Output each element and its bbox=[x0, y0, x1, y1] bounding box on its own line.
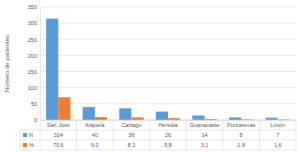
bar bbox=[95, 117, 107, 120]
chart: 0 50 100 150 200 250 300 350 Número de pacientes… bbox=[0, 0, 300, 152]
grid-line bbox=[40, 39, 296, 40]
y-tick: 250 bbox=[28, 37, 40, 43]
data-label: 3,1 bbox=[201, 142, 209, 148]
y-tick-label: 300 bbox=[28, 20, 37, 26]
table-line bbox=[40, 120, 41, 150]
x-tick: Cartago bbox=[122, 120, 142, 128]
data-label: 40 bbox=[92, 132, 98, 138]
data-table: N 314 40 36 26 14 8 7% 70,6 9,0 8,1 5,8 3,1 1,8 1,6 bbox=[20, 120, 296, 150]
y-tick: 350 bbox=[28, 4, 40, 10]
table-line bbox=[259, 120, 260, 150]
data-label: 9,0 bbox=[91, 142, 99, 148]
y-axis-title: Número de pacientes bbox=[4, 35, 10, 92]
bar bbox=[192, 115, 204, 120]
data-label: 8,1 bbox=[128, 142, 136, 148]
x-tick-label: Guanacaste bbox=[190, 122, 220, 128]
x-tick-label: Heredia bbox=[158, 122, 178, 128]
y-tick-label: 0 bbox=[34, 117, 37, 123]
x-tick: Puntarenas bbox=[227, 120, 255, 128]
x-tick: Guanacaste bbox=[190, 120, 220, 128]
table-line bbox=[113, 120, 114, 150]
x-axis-line bbox=[41, 120, 297, 121]
y-tick-label: 350 bbox=[28, 4, 37, 10]
x-tick-label: Puntarenas bbox=[227, 122, 255, 128]
data-label: 36 bbox=[128, 132, 134, 138]
grid-line bbox=[40, 103, 296, 104]
data-label: 5,8 bbox=[164, 142, 172, 148]
y-axis-line bbox=[40, 8, 41, 121]
y-tick-label: 150 bbox=[28, 69, 37, 75]
data-label: 26 bbox=[165, 132, 171, 138]
table-line bbox=[296, 120, 297, 150]
x-tick-label: Cartago bbox=[122, 122, 142, 128]
data-label: 314 bbox=[54, 132, 63, 138]
table-line bbox=[20, 130, 296, 131]
bar bbox=[119, 108, 131, 120]
data-label: 14 bbox=[202, 132, 208, 138]
legend-swatch bbox=[23, 143, 27, 147]
bar bbox=[156, 112, 168, 120]
bar bbox=[46, 19, 58, 120]
x-tick-label: Alajuela bbox=[85, 122, 106, 128]
data-label: 1,6 bbox=[274, 142, 282, 148]
data-label: 8 bbox=[240, 132, 243, 138]
y-tick-label: 200 bbox=[28, 53, 37, 59]
x-tick: Alajuela bbox=[85, 120, 106, 128]
y-tick: 300 bbox=[28, 20, 40, 26]
data-label: 1,8 bbox=[237, 142, 245, 148]
x-axis: San José Alajuela Cartago Heredia Guanacaste… bbox=[41, 120, 297, 128]
table-line bbox=[20, 150, 296, 151]
x-tick-label: Limón bbox=[270, 122, 285, 128]
y-axis: 0 50 100 150 200 250 300 350 bbox=[28, 4, 41, 123]
table-line bbox=[186, 120, 187, 150]
y-tick: 50 bbox=[31, 101, 40, 107]
grid-line bbox=[40, 7, 296, 8]
bar bbox=[229, 117, 241, 120]
table-line bbox=[76, 120, 77, 150]
table-line bbox=[222, 120, 223, 150]
bar bbox=[131, 117, 143, 120]
x-tick-label: San José bbox=[47, 122, 70, 128]
x-tick: Limón bbox=[270, 120, 285, 128]
grid-line bbox=[40, 55, 296, 56]
y-tick-label: 100 bbox=[28, 85, 37, 91]
data-label: 70,6 bbox=[53, 142, 64, 148]
grid bbox=[40, 7, 296, 120]
y-tick-label: 250 bbox=[28, 37, 37, 43]
legend-label: % bbox=[29, 142, 34, 148]
table-line bbox=[20, 140, 296, 141]
bar bbox=[83, 107, 95, 120]
bar bbox=[266, 118, 278, 120]
table-line bbox=[20, 130, 21, 150]
x-tick: Heredia bbox=[158, 120, 178, 128]
grid-line bbox=[40, 87, 296, 88]
legend-label: N bbox=[29, 132, 33, 138]
bars bbox=[46, 19, 290, 120]
y-tick: 100 bbox=[28, 85, 40, 91]
y-tick-label: 50 bbox=[31, 101, 37, 107]
x-tick: San José bbox=[47, 120, 70, 128]
table-line bbox=[40, 120, 296, 121]
table-line bbox=[149, 120, 150, 150]
grid-line bbox=[40, 23, 296, 24]
bar bbox=[58, 97, 70, 120]
data-label: 7 bbox=[276, 132, 279, 138]
grid-line bbox=[40, 71, 296, 72]
y-tick: 0 bbox=[34, 117, 40, 123]
y-tick: 150 bbox=[28, 69, 40, 75]
y-tick: 200 bbox=[28, 53, 40, 59]
legend-swatch bbox=[23, 133, 27, 137]
